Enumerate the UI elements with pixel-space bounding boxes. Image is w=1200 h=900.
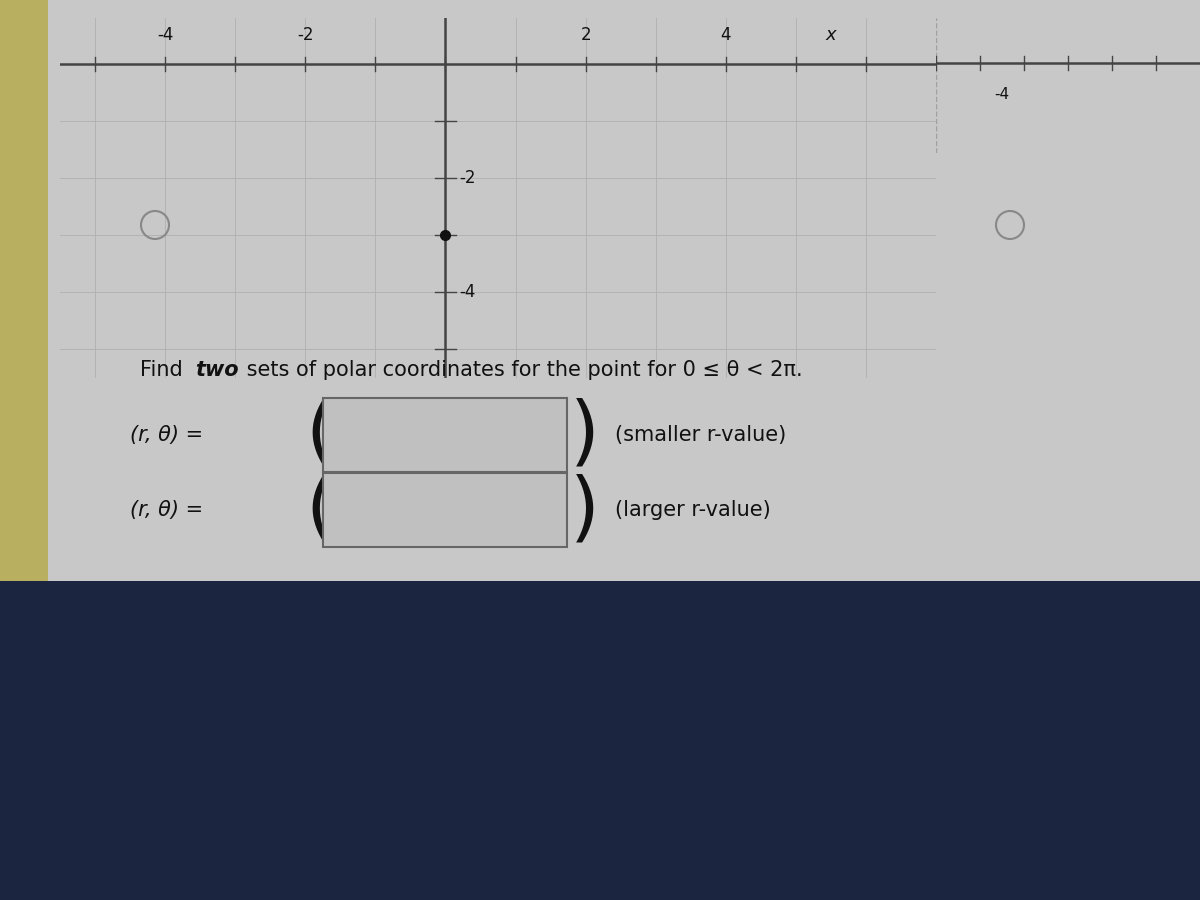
Text: ): ) xyxy=(570,473,600,547)
Text: (: ( xyxy=(305,473,335,547)
Text: 4: 4 xyxy=(720,26,731,44)
Text: -4: -4 xyxy=(157,26,173,44)
Text: -2: -2 xyxy=(460,169,476,187)
Text: (r, θ) =: (r, θ) = xyxy=(130,425,203,445)
Text: (r, θ) =: (r, θ) = xyxy=(130,500,203,520)
Text: -4: -4 xyxy=(460,284,476,302)
Text: sets of polar coordinates for the point for 0 ≤ θ < 2π.: sets of polar coordinates for the point … xyxy=(240,360,803,380)
Text: two: two xyxy=(194,360,239,380)
Text: (: ( xyxy=(305,398,335,472)
Text: -4: -4 xyxy=(995,87,1009,102)
FancyBboxPatch shape xyxy=(323,398,568,472)
FancyBboxPatch shape xyxy=(323,473,568,547)
Text: (larger r-value): (larger r-value) xyxy=(616,500,770,520)
Text: 2: 2 xyxy=(581,26,590,44)
Text: Find: Find xyxy=(140,360,190,380)
Text: x: x xyxy=(826,26,836,44)
Text: ): ) xyxy=(570,398,600,472)
Text: -2: -2 xyxy=(298,26,313,44)
Text: (smaller r-value): (smaller r-value) xyxy=(616,425,786,445)
